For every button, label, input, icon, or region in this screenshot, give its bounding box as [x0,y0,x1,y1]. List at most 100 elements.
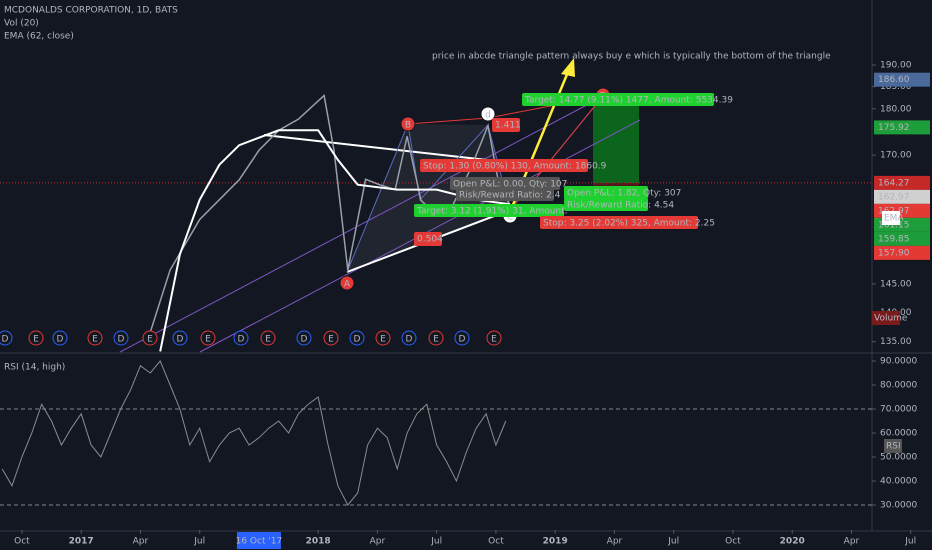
event-label: E [380,335,386,345]
event-marker [428,330,444,346]
y-tick-label: 80.0000 [880,381,917,391]
price-badge-label: 157.90 [878,248,910,258]
rsi-line [1,360,507,506]
y-tick-label: 60.0000 [880,429,917,439]
event-label: D [406,335,413,345]
position-box [450,177,560,190]
x-tick-label: Oct [488,537,504,547]
event-marker [172,330,188,346]
y-tick-label: 185.00 [880,82,912,92]
pattern-point-label: A [344,280,351,290]
price-badge-label: 162.97 [878,192,910,202]
event-marker [0,330,13,346]
x-tick-label: 2020 [780,537,805,547]
x-tick-label: Apr [607,537,623,547]
side-label: Volume [874,314,908,324]
x-tick-label: 2019 [543,537,568,547]
event-marker [296,330,312,346]
event-marker [28,330,44,346]
y-tick-label: 190.00 [880,61,912,71]
event-marker [454,330,470,346]
crosshair-badge [236,532,281,549]
price-badge-label: 186.60 [878,75,910,85]
price-badge [874,120,930,135]
event-label: E [205,335,211,345]
y-tick-label: 30.0000 [880,501,917,511]
pattern-point-label: C [507,213,513,223]
event-label: E [33,335,39,345]
y-tick-label: 135.00 [880,337,912,347]
event-marker [401,330,417,346]
position-label: Target: 3.12 (1.91%) 31, Amount: [416,207,568,217]
position-box [564,186,648,199]
event-marker [200,330,216,346]
x-tick-label: Jul [667,537,679,547]
event-label: D [57,335,64,345]
arrow-head [561,58,575,77]
side-badge [872,311,900,325]
event-marker [260,330,276,346]
y-tick-label: 70.0000 [880,405,917,415]
event-label: D [118,335,125,345]
event-label: E [147,335,153,345]
event-marker [52,330,68,346]
event-label: E [491,335,497,345]
x-tick-label: 2017 [69,537,94,547]
crosshair-label: 16 Oct '17 [236,537,283,547]
y-tick-label: 40.0000 [880,477,917,487]
event-label: D [354,335,361,345]
x-tick-label: Oct [14,537,30,547]
pattern-point [400,116,416,132]
x-tick-label: Jul [904,537,916,547]
side-label: EMA [884,214,904,224]
price-badge-label: 164.27 [878,178,910,188]
price-badge-label: 159.85 [878,234,910,244]
position-label: Stop: 1.30 (0.80%) 130, Amount: 1860.9 [423,162,607,172]
event-label: E [433,335,439,345]
fib-badge [414,232,442,246]
event-marker [233,330,249,346]
position-label: Open P&L: 1.82, Qty: 307 [567,189,681,199]
price-badge [874,231,930,246]
x-tick-label: Apr [844,537,860,547]
position-box [564,198,648,211]
position-box [420,159,588,172]
ema-line [159,129,510,352]
pattern-point [480,106,496,122]
price-badge [874,72,930,87]
chart-title: MCDONALDS CORPORATION, 1D, BATS [4,6,178,16]
indicator-label: RSI (14, high) [4,363,65,373]
target-zone [593,96,639,183]
price-badge-label: 175.92 [878,123,910,133]
position-box [456,188,554,201]
event-marker [113,330,129,346]
side-badge [884,439,902,453]
event-label: E [92,335,98,345]
event-label: D [459,335,466,345]
event-marker [142,330,158,346]
event-label: E [265,335,271,345]
x-tick-label: Apr [370,537,386,547]
event-marker [87,330,103,346]
price-badge [874,245,930,260]
trend-line [263,134,506,163]
side-badge [882,211,900,225]
x-tick-label: Jul [430,537,442,547]
event-marker [486,330,502,346]
indicator-label: EMA (62, close) [4,32,74,42]
position-label: Target: 14.77 (9.11%) 1477, Amount: 5534… [524,96,733,106]
x-tick-label: Oct [725,537,741,547]
position-label: Stop: 3.25 (2.02%) 325, Amount: 2.25 [543,219,715,229]
event-label: D [238,335,245,345]
fib-label: 1.411 [495,121,521,131]
y-tick-label: 50.0000 [880,453,917,463]
price-badge [874,175,930,190]
position-label: Risk/Reward Ratio: 2.4 [459,191,561,201]
x-tick-label: 2018 [306,537,331,547]
y-tick-label: 90.0000 [880,357,917,367]
position-box [414,204,564,217]
event-marker [375,330,391,346]
position-label: Open P&L: 0.00, Qty: 107 [453,180,567,190]
